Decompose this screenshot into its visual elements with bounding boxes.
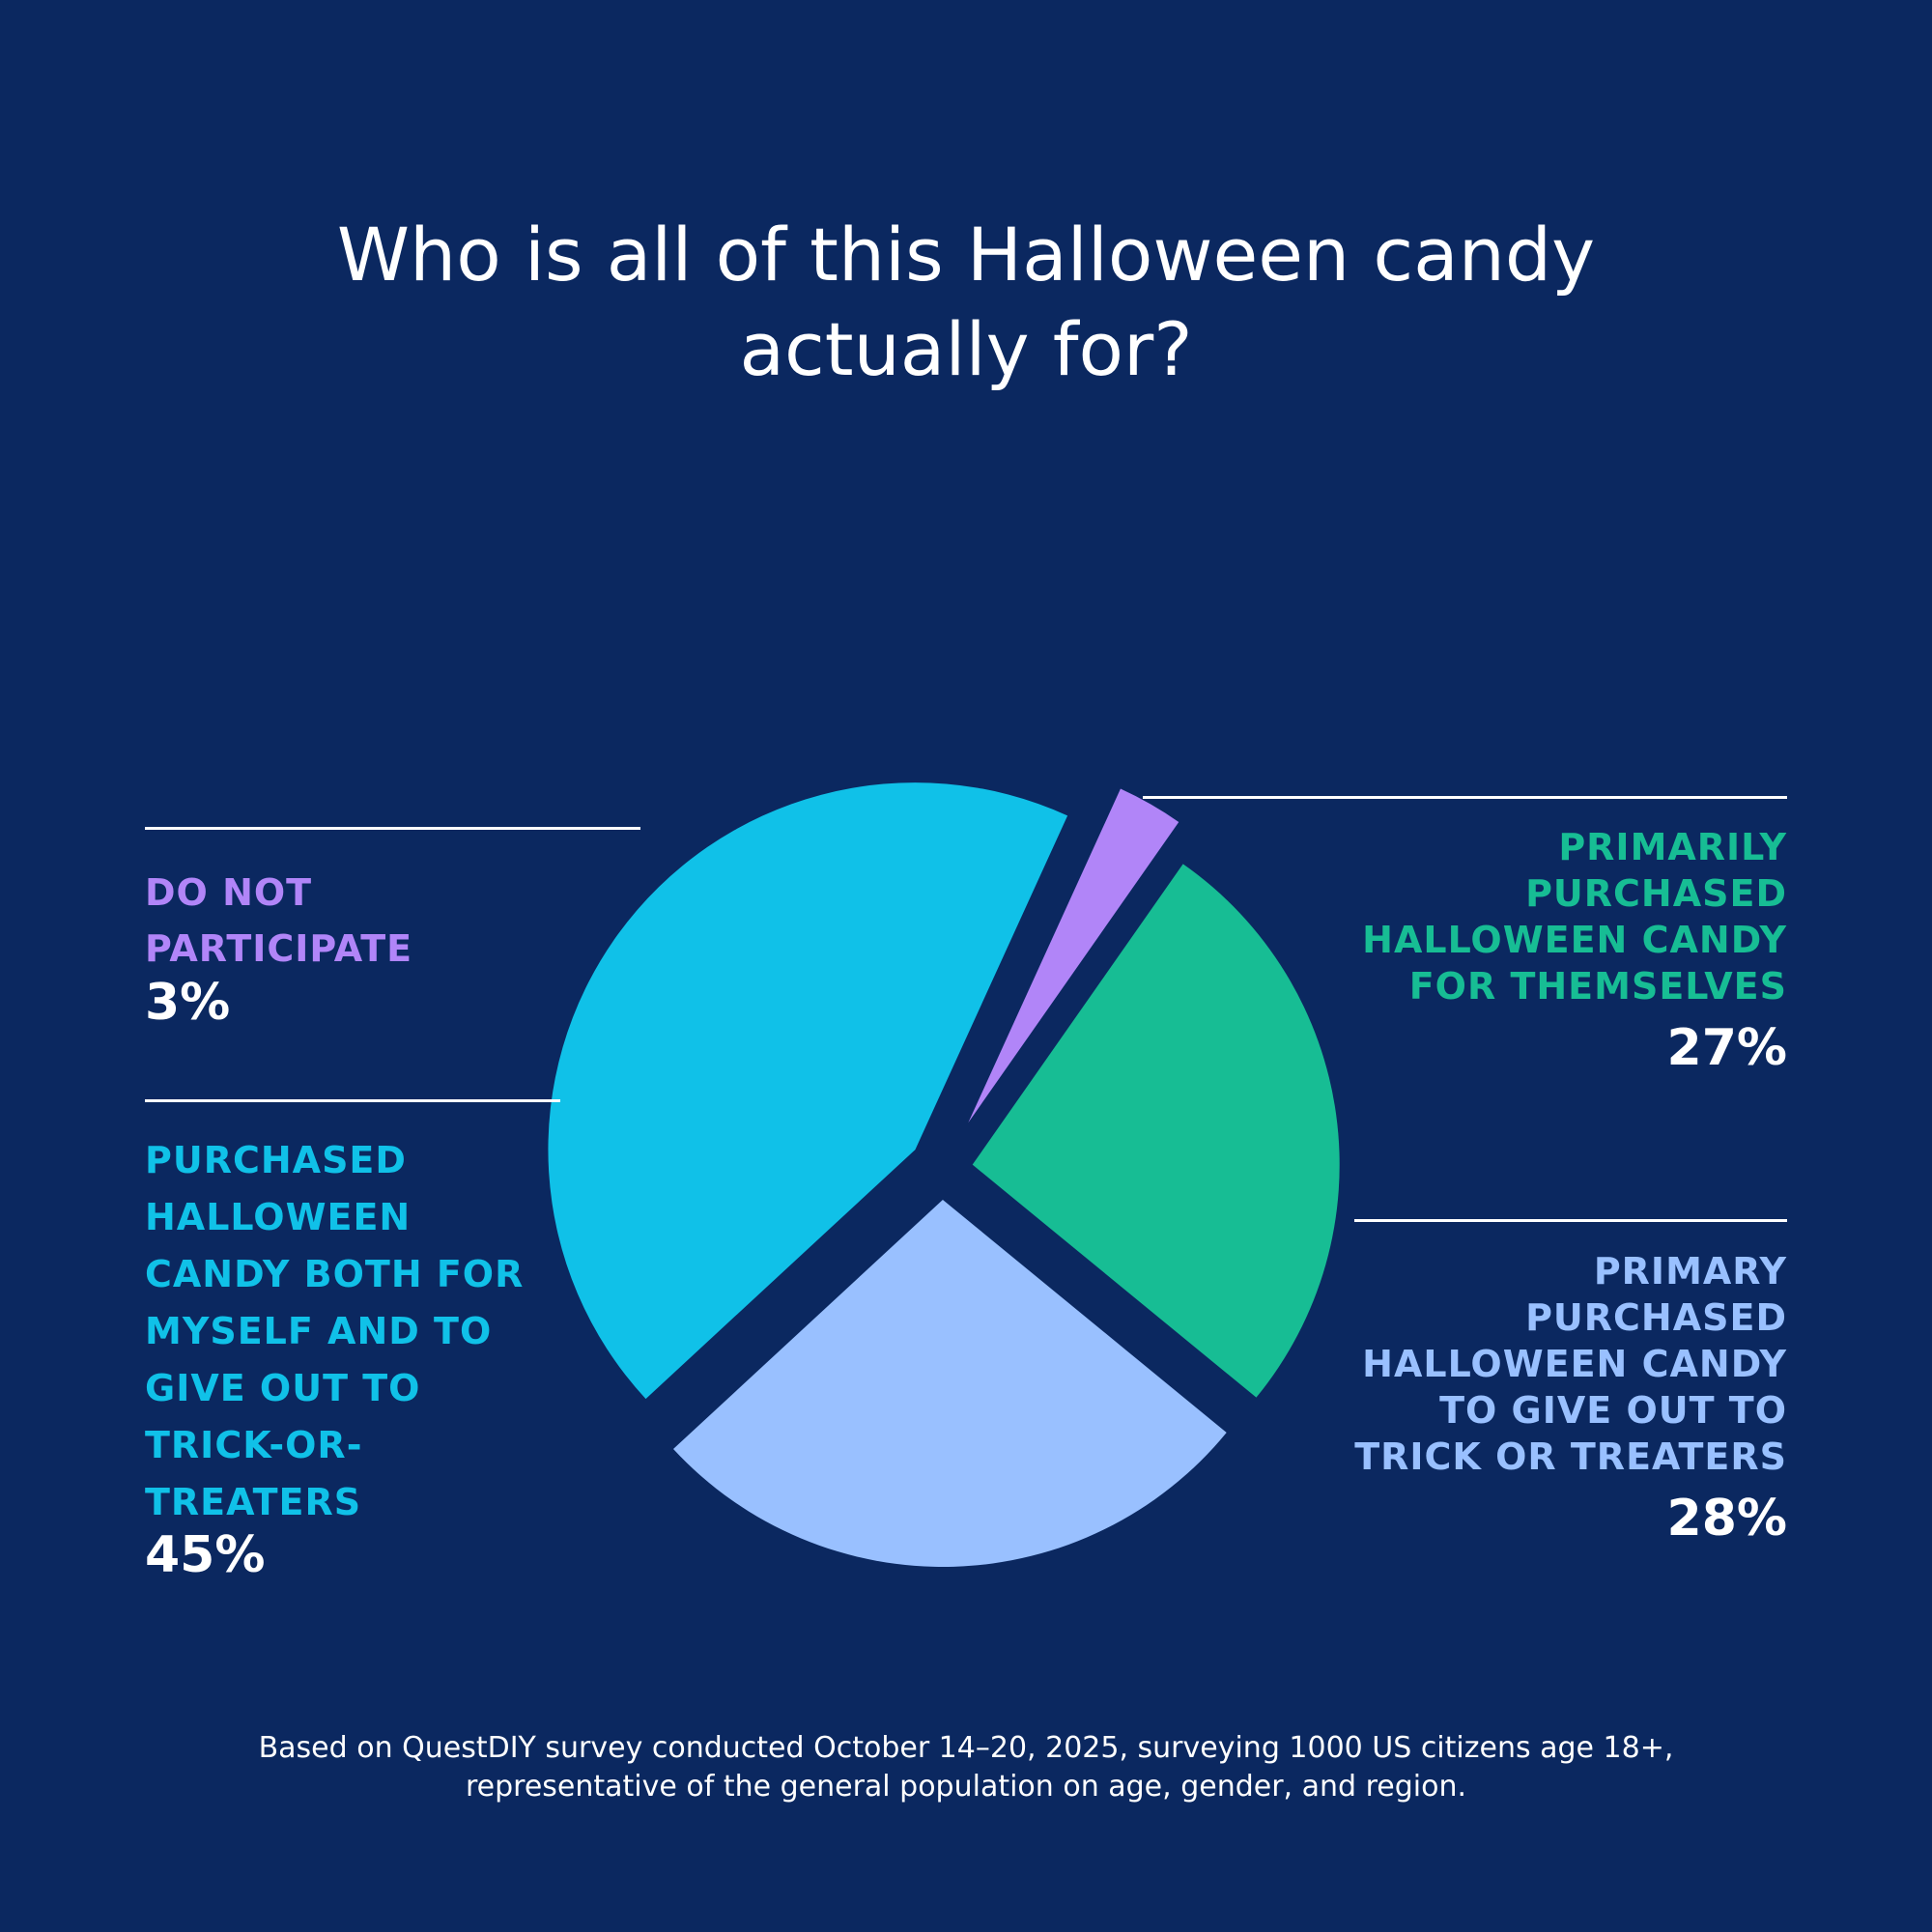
slice-value-trick-or-treaters: 28% [1666,1490,1787,1548]
slice-label-line: TO GIVE OUT TO [1439,1389,1787,1432]
pie-slice-both [548,782,1068,1400]
divider-do-not-participate [145,827,640,830]
footnote: Based on QuestDIY survey conducted Octob… [193,1729,1739,1806]
slice-label-line: PURCHASED [1525,872,1787,915]
slice-label-line: TREATERS [145,1481,362,1523]
slice-label-line: MYSELF AND TO [145,1310,493,1352]
slice-label-line: PARTICIPATE [145,927,413,970]
slice-value-both: 45% [145,1526,266,1584]
slice-value-do-not-participate: 3% [145,974,231,1032]
footnote-line-1: Based on QuestDIY survey conducted Octob… [258,1731,1674,1765]
chart-title: Who is all of this Halloween candy actua… [193,208,1739,397]
slice-label-line: PURCHASED [1525,1296,1787,1339]
divider-trick-or-treaters [1354,1219,1787,1222]
footnote-line-2: representative of the general population… [465,1770,1467,1804]
pie-slice-themselves [972,864,1340,1398]
slice-label-line: FOR THEMSELVES [1408,965,1787,1008]
pie-slice-do-not-participate [968,788,1179,1123]
slice-label-line: HALLOWEEN CANDY [1362,1343,1787,1385]
divider-themselves [1143,796,1787,799]
slice-label-line: PRIMARILY [1558,826,1787,868]
slice-label-line: PURCHASED [145,1139,407,1181]
chart-title-line-1: Who is all of this Halloween candy [336,212,1596,298]
slice-label-line: CANDY BOTH FOR [145,1253,525,1295]
slice-label-themselves: PRIMARILY PURCHASED HALLOWEEN CANDY FOR … [1362,824,1787,1009]
slice-label-trick-or-treaters: PRIMARY PURCHASED HALLOWEEN CANDY TO GIV… [1354,1248,1787,1480]
slice-label-both: PURCHASED HALLOWEEN CANDY BOTH FOR MYSEL… [145,1132,524,1531]
slice-value-themselves: 27% [1666,1019,1787,1077]
divider-both [145,1099,560,1102]
chart-title-line-2: actually for? [739,306,1193,392]
slice-label-line: TRICK OR TREATERS [1354,1435,1787,1478]
slice-label-line: PRIMARY [1593,1250,1787,1293]
slice-label-line: HALLOWEEN [145,1196,412,1238]
slice-label-line: HALLOWEEN CANDY [1362,919,1787,961]
slice-label-do-not-participate: DO NOT PARTICIPATE [145,865,412,977]
pie-slice-trick-or-treaters [672,1199,1227,1567]
slice-label-line: DO NOT [145,871,313,914]
slice-label-line: TRICK-OR- [145,1424,363,1466]
slice-label-line: GIVE OUT TO [145,1367,421,1409]
